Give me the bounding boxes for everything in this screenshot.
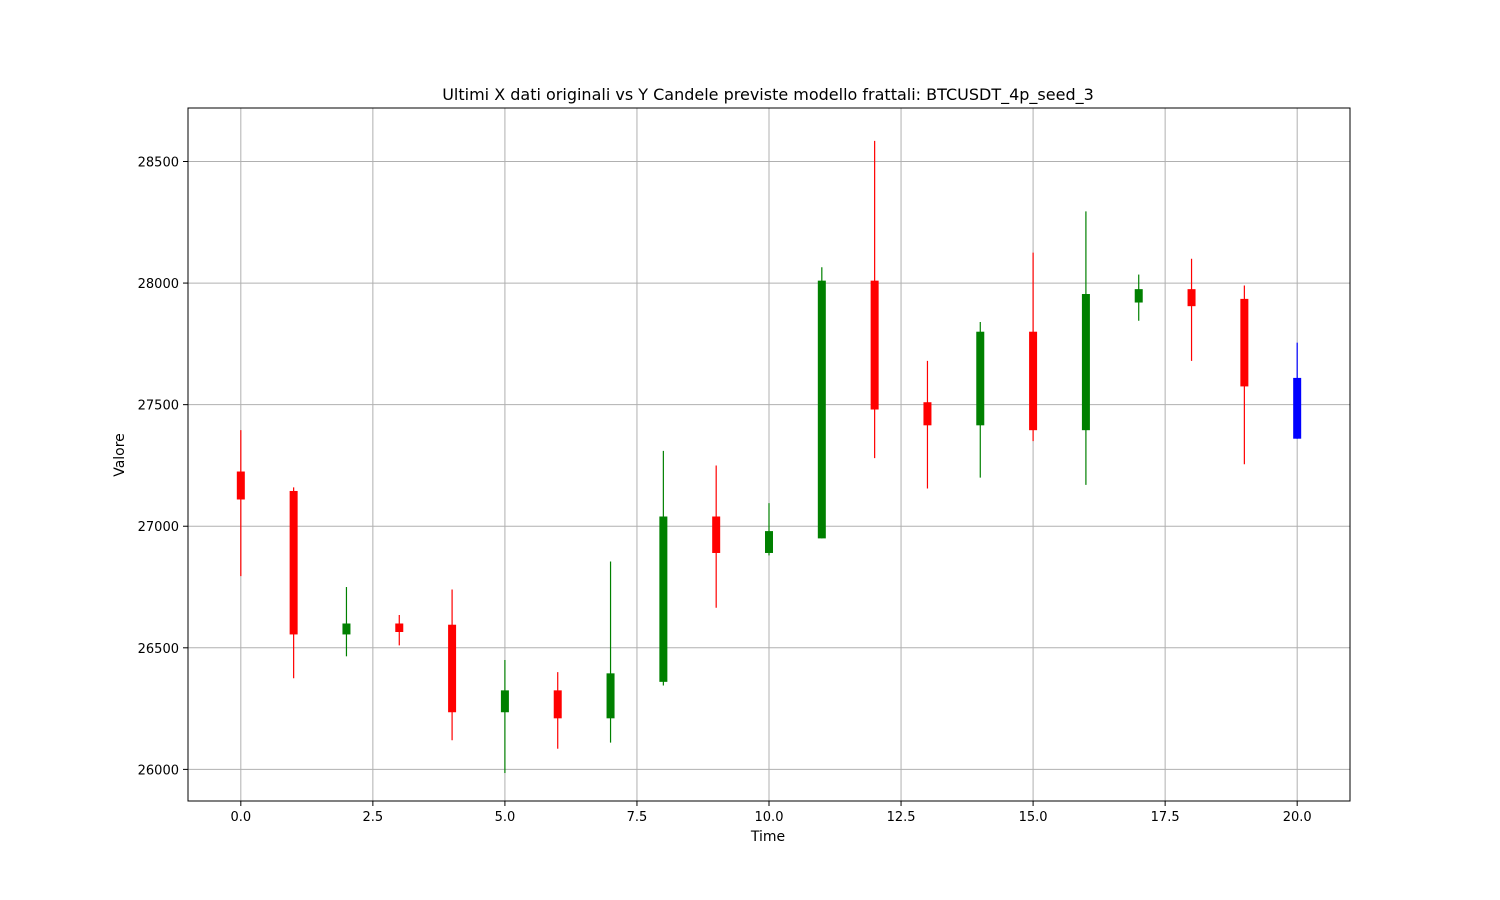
x-axis-label: Time (750, 829, 785, 845)
x-tick-label: 17.5 (1151, 810, 1180, 825)
y-tick-label: 26500 (138, 642, 179, 657)
candles (236, 140, 1302, 774)
y-tick-label: 27500 (138, 399, 179, 414)
y-axis-ticks: 26000 26500 27000 27500 28000 28500 (138, 155, 188, 778)
candle-down (712, 465, 721, 608)
candle-up (765, 503, 773, 556)
candle-body (395, 623, 404, 633)
candle-down (289, 487, 298, 679)
candle-up (500, 659, 509, 774)
candle-body (712, 516, 721, 553)
candle-up (817, 267, 826, 539)
candle-body (659, 516, 668, 682)
candle-body (870, 280, 879, 410)
candle-body (765, 531, 773, 553)
candle-up (606, 561, 615, 743)
y-tick-label: 28000 (138, 277, 179, 292)
candle-body (1029, 331, 1038, 431)
candle-up (659, 450, 668, 686)
x-tick-label: 15.0 (1019, 810, 1048, 825)
candle-body (1240, 298, 1249, 387)
candle-down (870, 140, 879, 459)
candle-body (1187, 289, 1196, 307)
x-tick-label: 2.5 (363, 810, 384, 825)
candle-up (342, 587, 351, 657)
candle-body (1293, 377, 1302, 439)
candle-body (606, 673, 615, 719)
candle-down (1187, 258, 1196, 361)
x-tick-label: 10.0 (755, 810, 784, 825)
candle-down (1029, 252, 1038, 442)
candle-down (553, 672, 562, 749)
candle-up (976, 321, 985, 478)
grid (188, 108, 1350, 801)
candle-up (1081, 211, 1090, 485)
candle-body (236, 471, 245, 500)
candle-down (236, 430, 245, 577)
candle-predicted (1293, 342, 1302, 439)
y-tick-label: 27000 (138, 520, 179, 535)
x-tick-label: 12.5 (887, 810, 916, 825)
candle-body (289, 490, 298, 635)
candle-body (976, 331, 985, 426)
candle-down (395, 614, 404, 646)
x-tick-label: 20.0 (1283, 810, 1312, 825)
candle-up (1134, 274, 1143, 321)
candle-body (1134, 289, 1143, 303)
candle-down (1240, 285, 1249, 465)
candle-down (448, 589, 457, 741)
y-tick-label: 26000 (138, 763, 179, 778)
candle-body (817, 280, 826, 539)
candle-body (1081, 294, 1090, 431)
x-axis-ticks: 0.0 2.5 5.0 7.5 10.0 12.5 15.0 17.5 20.0 (230, 801, 1312, 825)
candle-body (500, 690, 509, 713)
x-tick-label: 0.0 (230, 810, 251, 825)
x-tick-label: 7.5 (627, 810, 648, 825)
candle-down (923, 360, 932, 489)
y-tick-label: 28500 (138, 155, 179, 170)
y-axis-label: Valore (112, 433, 128, 477)
candle-body (342, 623, 351, 635)
candle-body (448, 624, 457, 713)
candle-body (553, 690, 562, 719)
chart-title: Ultimi X dati originali vs Y Candele pre… (442, 85, 1094, 105)
candle-body (923, 402, 932, 426)
x-tick-label: 5.0 (495, 810, 516, 825)
